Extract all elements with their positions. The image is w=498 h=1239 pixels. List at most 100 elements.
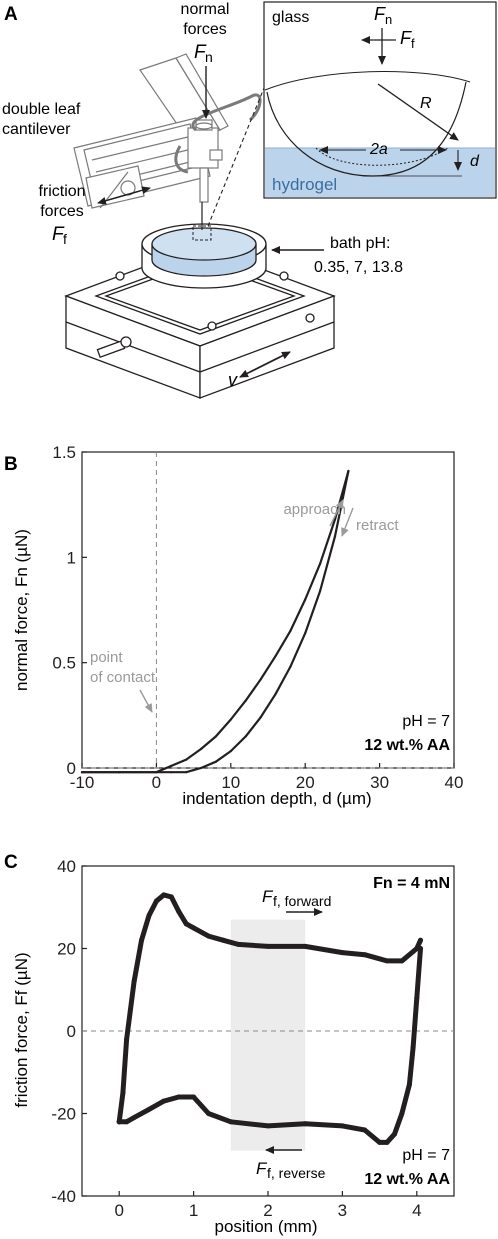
hydrogel-layer xyxy=(265,148,495,197)
y-tick-label: 1.5 xyxy=(52,443,76,462)
x-tick-label: 20 xyxy=(296,773,315,792)
data-point xyxy=(206,933,211,939)
normal-forces-label-1: normal xyxy=(181,1,230,18)
inset-depth-label: d xyxy=(470,153,480,170)
approach-label: approach xyxy=(283,501,346,518)
y-tick-label: 0 xyxy=(67,759,76,778)
x-tick-label: 30 xyxy=(370,773,389,792)
data-point xyxy=(339,950,345,956)
x-tick-label: 1 xyxy=(189,1201,198,1220)
x-tick-label: 4 xyxy=(412,1201,421,1220)
data-point xyxy=(362,1127,368,1133)
data-point xyxy=(418,946,423,951)
contact-arrow xyxy=(139,689,153,713)
y-tick-label: 1 xyxy=(67,548,76,567)
data-point xyxy=(319,562,322,565)
data-point xyxy=(220,937,226,943)
data-point xyxy=(185,758,188,761)
contact-label-1: point xyxy=(90,649,123,666)
chart-c-xlabel: position (mm) xyxy=(215,1217,318,1236)
chart-b-composition-label: 12 wt.% AA xyxy=(364,737,450,754)
data-point xyxy=(302,1121,308,1127)
data-point xyxy=(304,632,307,635)
chart-c-ticks: 0 1 2 3 4 -40 -20 0 20 40 xyxy=(51,857,421,1220)
data-point xyxy=(183,921,189,927)
data-point xyxy=(191,925,197,931)
y-tick-label: 40 xyxy=(57,857,76,876)
data-point xyxy=(124,1036,130,1042)
x-tick-label: -10 xyxy=(70,773,95,792)
inset-ff-subscript: f xyxy=(411,36,415,51)
data-point xyxy=(124,1119,130,1125)
friction-forces-subscript: f xyxy=(63,231,67,247)
forward-subscript: f, forward xyxy=(273,893,331,909)
data-point xyxy=(418,937,423,943)
data-point xyxy=(214,760,217,763)
data-point xyxy=(244,699,247,702)
panel-a: A xyxy=(2,1,497,399)
x-tick-label: 0 xyxy=(114,1201,123,1220)
data-point xyxy=(214,735,217,738)
y-tick-label: -40 xyxy=(51,1187,76,1206)
inset-hydrogel-label: hydrogel xyxy=(272,175,337,194)
x-tick-label: 40 xyxy=(445,773,464,792)
data-point xyxy=(170,771,173,774)
forward-symbol: F xyxy=(262,887,274,906)
data-point xyxy=(116,1119,122,1125)
data-point xyxy=(118,771,121,774)
inset-glass-label: glass xyxy=(272,9,309,26)
data-point xyxy=(265,943,271,949)
data-point xyxy=(170,764,173,768)
approach-arrow xyxy=(329,499,344,527)
data-point xyxy=(399,1111,405,1116)
data-point xyxy=(168,894,174,900)
data-point xyxy=(274,693,277,696)
data-point xyxy=(131,979,137,984)
data-point xyxy=(362,952,368,958)
velocity-arrow-back xyxy=(239,356,281,378)
bath-label-2: 0.35, 7, 13.8 xyxy=(314,259,403,276)
normal-load-label: Fn = 4 mN xyxy=(373,875,450,892)
y-tick-label: 20 xyxy=(57,940,76,959)
retract-label: retract xyxy=(356,517,399,534)
data-point xyxy=(302,943,308,949)
y-tick-label: -20 xyxy=(51,1105,76,1124)
chart-b-xlabel: indentation depth, d (µm) xyxy=(182,789,371,808)
data-point xyxy=(153,898,159,904)
chart-c-ylabel: friction force, Ff (µN) xyxy=(12,952,31,1107)
velocity-symbol: v xyxy=(228,370,238,390)
data-point xyxy=(176,908,182,914)
data-point xyxy=(228,1119,234,1125)
inset-radius-label: R xyxy=(420,95,432,112)
chart-b-plot-area xyxy=(80,452,454,774)
probe-tip-marker xyxy=(192,225,212,241)
contact-label-2: of contact xyxy=(90,669,156,686)
data-point xyxy=(155,771,158,774)
data-point xyxy=(289,665,292,669)
data-point xyxy=(146,913,152,918)
data-point xyxy=(399,958,405,964)
data-point xyxy=(191,1094,197,1100)
data-point xyxy=(289,630,292,633)
data-point xyxy=(259,716,262,719)
data-point xyxy=(384,1139,390,1145)
data-point xyxy=(139,937,144,943)
data-point xyxy=(392,1131,397,1137)
chart-c-shaded-region xyxy=(230,919,306,1151)
data-point xyxy=(131,1115,137,1121)
series-approach xyxy=(80,469,350,774)
data-point xyxy=(304,598,307,601)
chart-b-frame xyxy=(81,451,455,769)
data-point xyxy=(333,518,337,521)
chart-b-ph-label: pH = 7 xyxy=(402,713,450,730)
data-point xyxy=(333,535,337,538)
normal-forces-subscript: n xyxy=(205,49,213,65)
reverse-symbol: F xyxy=(256,1159,268,1178)
data-point xyxy=(235,941,241,947)
data-point xyxy=(176,1094,182,1100)
data-point xyxy=(414,995,420,1001)
data-point xyxy=(185,771,188,774)
radius-arrow xyxy=(377,83,459,141)
